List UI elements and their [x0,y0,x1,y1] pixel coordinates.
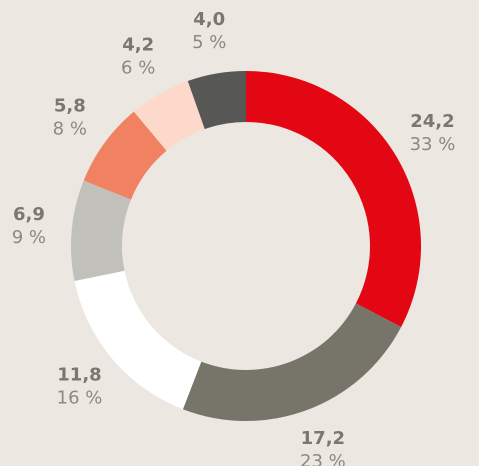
percent-label: 16 % [57,388,103,409]
value-label: 11,8 [57,365,101,386]
percent-label: 5 % [192,32,226,53]
donut-segment [83,111,167,200]
donut-segment [74,270,202,410]
donut-segment [187,71,246,130]
donut-segment [70,180,132,282]
value-label: 4,2 [122,35,154,56]
value-label: 6,9 [13,204,45,225]
value-label: 5,8 [54,96,86,117]
donut-segment [133,80,205,151]
percent-label: 8 % [53,119,87,140]
percent-label: 23 % [300,451,346,466]
percent-label: 33 % [410,134,456,155]
donut-segment [182,303,402,421]
percent-label: 6 % [121,58,155,79]
donut-segment [246,71,421,327]
percent-label: 9 % [12,227,46,248]
value-label: 17,2 [301,428,345,449]
value-label: 4,0 [193,9,225,30]
value-label: 24,2 [410,111,454,132]
